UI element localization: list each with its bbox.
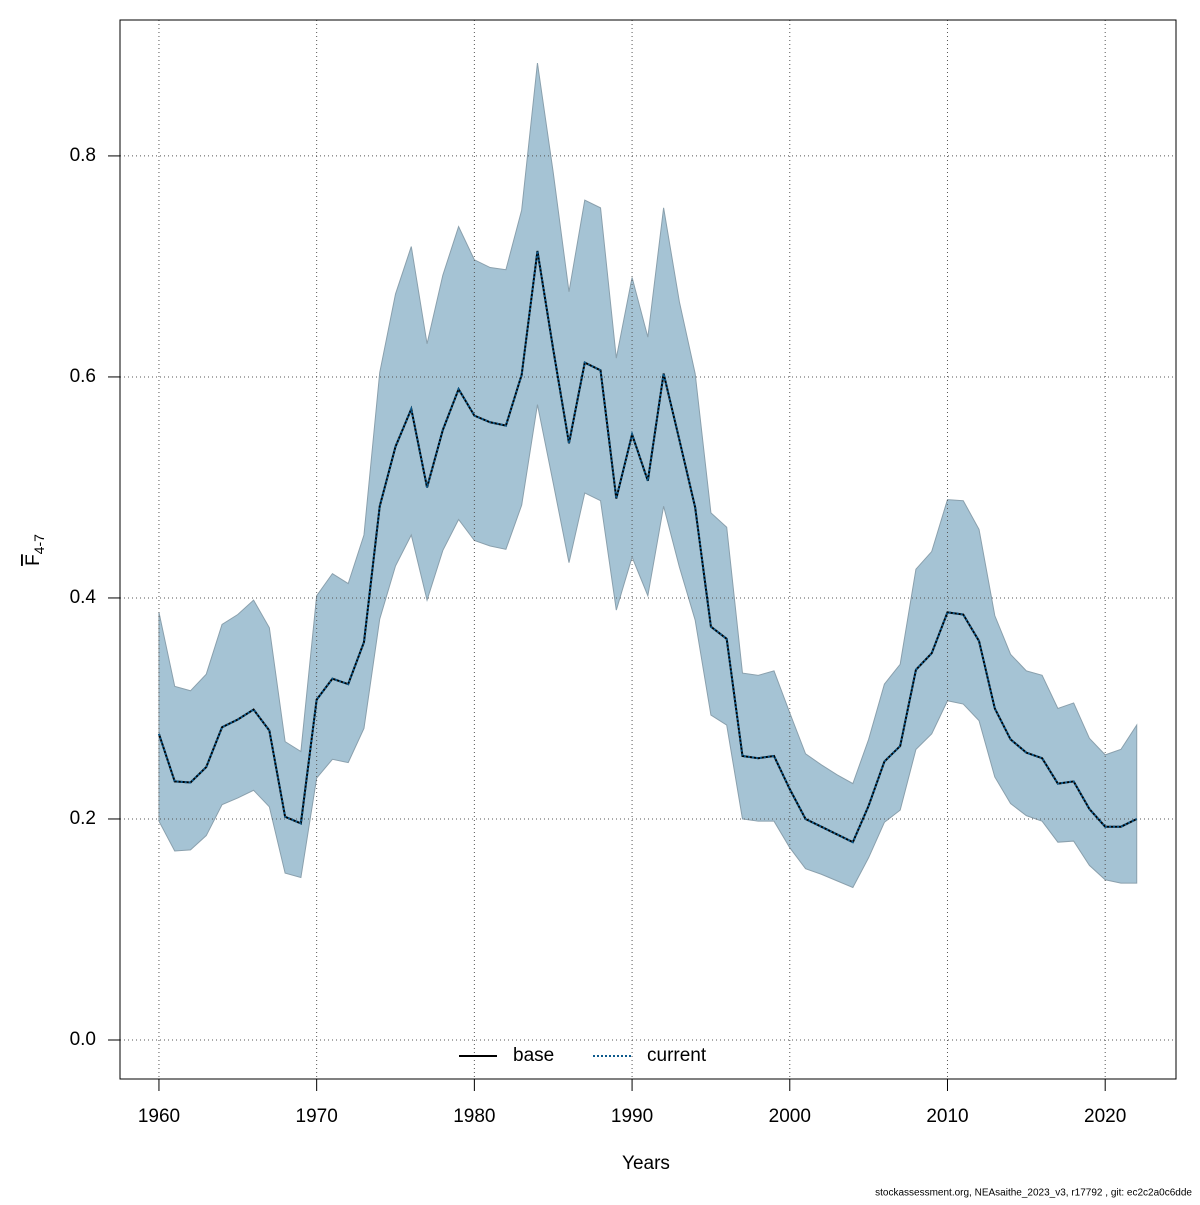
- y-axis-label-sub: 4-7: [31, 534, 47, 554]
- y-tick-label: 0.0: [70, 1029, 96, 1050]
- x-tick-label: 1980: [453, 1106, 495, 1127]
- y-axis-label: F4-7: [23, 534, 47, 566]
- y-tick-label: 0.8: [70, 145, 96, 166]
- legend-label: base: [513, 1045, 554, 1066]
- x-tick-label: 1970: [296, 1106, 338, 1127]
- y-tick-label: 0.4: [70, 587, 97, 608]
- series-line: [158, 250, 1138, 844]
- y-tick-label: 0.6: [70, 366, 96, 387]
- x-tick-label: 2010: [926, 1106, 968, 1127]
- footer: stockassessment.org, NEAsaithe_2023_v3, …: [875, 1188, 1192, 1199]
- y-axis-label-main: F: [23, 554, 44, 566]
- x-tick-label: 1960: [138, 1106, 180, 1127]
- legend-label: current: [647, 1045, 707, 1066]
- x-tick-label: 2000: [769, 1106, 811, 1127]
- x-tick-label: 2020: [1084, 1106, 1126, 1127]
- y-tick-label: 0.2: [70, 808, 96, 829]
- x-tick-label: 1990: [611, 1106, 653, 1127]
- x-axis-label: Years: [622, 1153, 670, 1174]
- plot-frame: [119, 19, 1177, 1080]
